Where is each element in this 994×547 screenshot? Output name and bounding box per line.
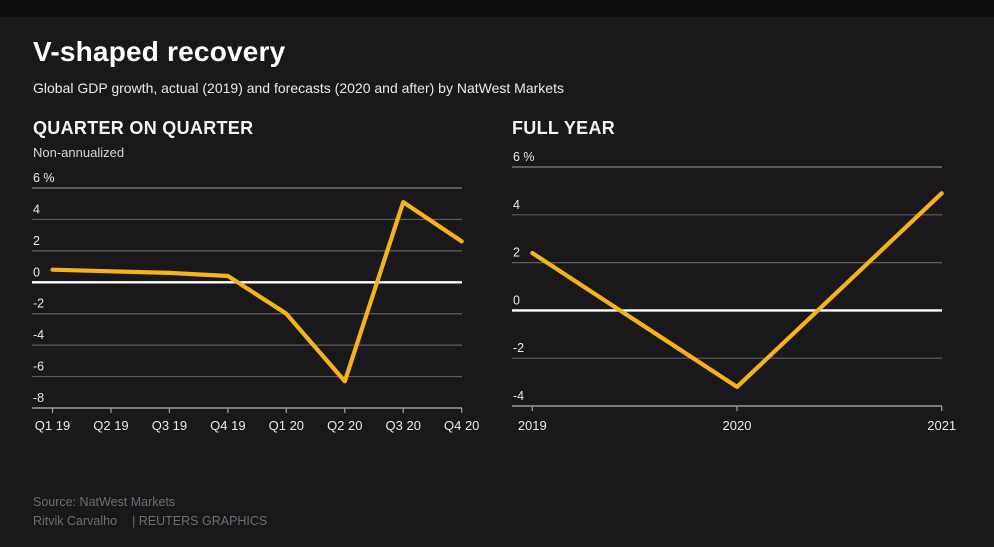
y-tick-label: -2 — [33, 297, 44, 311]
x-tick-label: Q3 20 — [386, 418, 421, 433]
credit-line: Ritvik Carvalho | REUTERS GRAPHICS — [33, 512, 267, 531]
y-tick-label: -8 — [33, 391, 44, 405]
y-tick-label: 2 — [513, 246, 520, 260]
x-tick-label: Q3 19 — [152, 418, 187, 433]
page-title: V-shaped recovery — [33, 36, 286, 67]
page-subtitle: Global GDP growth, actual (2019) and for… — [33, 80, 564, 96]
footer: Source: NatWest Markets Ritvik Carvalho |… — [33, 493, 267, 531]
chart-title-full-year: FULL YEAR — [512, 118, 616, 138]
chart-note-non-annualized: Non-annualized — [33, 145, 125, 160]
y-tick-label: 0 — [513, 293, 520, 307]
gdp-growth-line — [530, 191, 944, 389]
y-tick-label: 4 — [513, 198, 520, 212]
source-note: Source: NatWest Markets — [33, 495, 176, 509]
byline: Ritvik Carvalho — [33, 514, 118, 528]
full-year-line-chart: 6 % 4 2 0 -2 -4 2019 2020 2021 — [512, 150, 956, 433]
reuters-graphics-credit: | REUTERS GRAPHICS — [132, 514, 268, 528]
y-tick-label: 6 % — [33, 171, 55, 185]
y-tick-label: 4 — [33, 202, 40, 216]
x-tick-label: Q1 20 — [269, 418, 304, 433]
x-tick-label: Q4 20 — [444, 418, 479, 433]
y-tick-label: -2 — [513, 341, 524, 355]
y-tick-label: 2 — [33, 234, 40, 248]
y-tick-label: 0 — [33, 265, 40, 279]
gdp-growth-line — [50, 199, 464, 384]
x-tick-label: 2020 — [723, 418, 752, 433]
x-tick-label: Q2 19 — [93, 418, 128, 433]
x-tick-label: 2021 — [927, 418, 956, 433]
y-tick-label: -6 — [33, 360, 44, 374]
x-tick-label: Q1 19 — [35, 418, 70, 433]
quarter-on-quarter-line-chart: 6 % 4 2 0 -2 -4 -6 -8 Q1 19 Q2 19 Q3 19 Q4 19 Q1 20 Q… — [32, 171, 479, 433]
chart-title-quarter-on-quarter: QUARTER ON QUARTER — [33, 118, 254, 138]
y-tick-label: -4 — [33, 328, 44, 342]
x-tick-label: 2019 — [518, 418, 547, 433]
top-bar — [0, 0, 994, 17]
x-tick-label: Q4 19 — [210, 418, 245, 433]
y-tick-label: -4 — [513, 389, 524, 403]
y-tick-label: 6 % — [513, 150, 535, 164]
x-tick-label: Q2 20 — [327, 418, 362, 433]
